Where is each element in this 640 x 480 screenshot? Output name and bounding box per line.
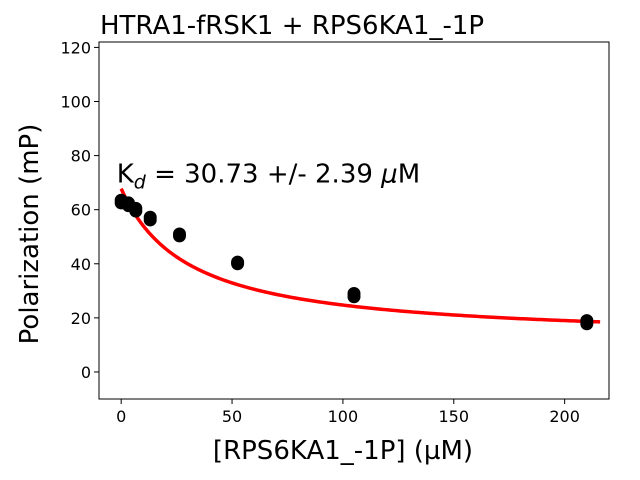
data-point-5 — [129, 204, 143, 218]
data-point-15 — [580, 317, 594, 331]
chart-title: HTRA1-fRSK1 + RPS6KA1_-1P — [100, 11, 484, 41]
y-tick-label-100: 100 — [60, 93, 91, 112]
x-tick-label-200: 200 — [549, 407, 580, 426]
data-points-layer — [114, 193, 594, 331]
x-tick-label-100: 100 — [328, 407, 359, 426]
data-point-9 — [172, 229, 186, 243]
x-tick-label-150: 150 — [439, 407, 470, 426]
y-tick-label-20: 20 — [71, 309, 91, 328]
x-tick-label-0: 0 — [116, 407, 126, 426]
data-point-11 — [231, 257, 245, 271]
kd-annotation-base: K — [117, 160, 135, 190]
plot-frame — [98, 41, 610, 400]
kd-annotation: Kd = 30.73 +/- 2.39 μM — [117, 160, 420, 194]
data-point-13 — [347, 290, 361, 304]
kd-annotation-layer: Kd = 30.73 +/- 2.39 μM — [117, 160, 420, 194]
kd-annotation-mu: μ — [380, 160, 398, 190]
fit-curve-layer — [119, 187, 601, 324]
fit-curve-line — [119, 187, 601, 324]
kd-annotation-unit: M — [398, 160, 420, 190]
y-axis-label: Polarization (mP) — [15, 124, 45, 345]
axes-layer: 0 50 100 150 200 0 20 40 60 80 100 120 — [60, 38, 610, 426]
y-tick-label-60: 60 — [71, 201, 91, 220]
kd-annotation-subscript: d — [134, 172, 147, 194]
y-tick-label-0: 0 — [81, 363, 91, 382]
y-tick-label-40: 40 — [71, 255, 91, 274]
kd-annotation-value: = 30.73 +/- 2.39 — [146, 160, 381, 190]
x-tick-label-50: 50 — [222, 407, 242, 426]
data-point-7 — [143, 213, 157, 227]
y-tick-label-80: 80 — [71, 147, 91, 166]
y-tick-label-120: 120 — [60, 38, 91, 57]
x-axis-label: [RPS6KA1_-1P] (µM) — [213, 436, 473, 466]
